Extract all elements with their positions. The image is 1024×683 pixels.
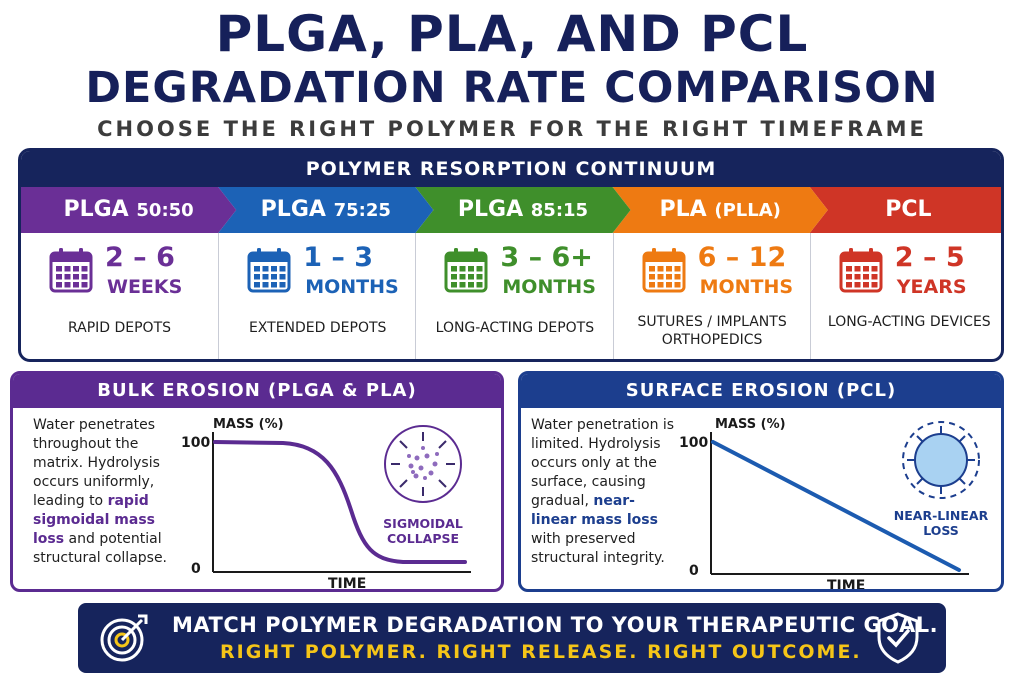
polymer-ratio: 85:15 xyxy=(530,200,589,221)
surface-erosion-panel: SURFACE EROSION (PCL) Water penetration … xyxy=(518,371,1004,592)
application-label: RAPID DEPOTS xyxy=(67,320,172,336)
degradation-range: 1 – 3 xyxy=(303,242,374,273)
calendar-icon xyxy=(444,248,488,293)
bulk-text-highlight: rapid sigmoidal mass loss xyxy=(33,493,156,547)
polymer-columns: 2 – 6 WEEKS RAPID DEPOTS 1 – 3 MONTHS EXTENDE… xyxy=(21,233,1001,359)
application-label: LONG-ACTING DEVICES xyxy=(827,314,991,330)
bulk-mass-loss-chart: MASS (%) 100 0 TIME SIGMOIDAL COLLAPSE xyxy=(181,417,471,590)
degradation-unit: WEEKS xyxy=(107,276,183,298)
bulk-sigmoid-curve xyxy=(213,440,467,564)
bulk-erosion-icon xyxy=(384,425,462,503)
surface-icon-label-1: NEAR-LINEAR xyxy=(894,508,989,523)
polymer-ratio: 50:50 xyxy=(136,200,194,221)
application-label: SUTURES / IMPLANTS ORTHOPEDICS xyxy=(637,314,787,348)
polymer-name: PLA xyxy=(659,197,707,222)
bulk-erosion-title: BULK EROSION (PLGA & PLA) xyxy=(13,374,501,408)
bulk-chart-y-bottom: 0 xyxy=(191,561,201,577)
polymer-column-4: 2 – 5 YEARS LONG-ACTING DEVICES xyxy=(809,233,1001,359)
polymer-chevron-3: PLA (PLLA) xyxy=(613,187,828,233)
application-label: EXTENDED DEPOTS xyxy=(248,320,387,336)
polymer-chevron-2: PLGA 85:15 xyxy=(415,187,630,233)
degradation-unit: MONTHS xyxy=(699,276,794,298)
shield-check-icon xyxy=(877,612,919,664)
surface-linear-line xyxy=(711,440,961,572)
degradation-range: 2 – 5 xyxy=(894,242,965,273)
degradation-unit: MONTHS xyxy=(305,276,399,298)
resorption-continuum-panel: POLYMER RESORPTION CONTINUUM PLGA 50:50 P… xyxy=(18,148,1004,362)
calendar-icon xyxy=(642,248,686,293)
calendar-icon xyxy=(839,248,883,293)
application-label: LONG-ACTING DEPOTS xyxy=(435,320,595,336)
polymer-name: PLGA xyxy=(457,197,524,222)
surface-text-highlight: near-linear mass loss xyxy=(531,493,658,528)
polymer-column-1: 1 – 3 MONTHS EXTENDED DEPOTS xyxy=(218,233,415,359)
bulk-icon-label-1: SIGMOIDAL xyxy=(383,516,463,531)
bulk-text-after: and potential structural collapse. xyxy=(33,531,168,566)
banner-tagline: RIGHT POLYMER. RIGHT RELEASE. RIGHT OUTC… xyxy=(220,641,862,663)
polymer-column-2: 3 – 6+ MONTHS LONG-ACTING DEPOTS xyxy=(415,233,612,359)
polymer-name: PLGA xyxy=(63,197,129,222)
degradation-range: 3 – 6+ xyxy=(500,242,593,273)
bulk-chart-xlabel: TIME xyxy=(328,576,366,590)
polymer-chevron-1: PLGA 75:25 xyxy=(218,187,433,233)
polymer-column-0: 2 – 6 WEEKS RAPID DEPOTS xyxy=(21,233,218,359)
degradation-unit: MONTHS xyxy=(502,276,596,298)
polymer-column-3: 6 – 12 MONTHS SUTURES / IMPLANTS ORTHOPEDI… xyxy=(612,233,810,359)
bulk-chart-y-top: 100 xyxy=(181,435,210,451)
page-title: PLGA, PLA, AND PCL xyxy=(215,5,809,63)
bulk-erosion-panel: BULK EROSION (PLGA & PLA) Water penetrat… xyxy=(10,371,504,592)
page-subtitle: CHOOSE THE RIGHT POLYMER FOR THE RIGHT T… xyxy=(97,117,927,141)
surface-chart-xlabel: TIME xyxy=(827,578,865,590)
target-icon xyxy=(100,614,148,662)
banner-headline: MATCH POLYMER DEGRADATION TO YOUR THERAP… xyxy=(172,613,939,637)
bulk-icon-label-2: COLLAPSE xyxy=(387,531,459,546)
calendar-icon xyxy=(247,248,291,293)
polymer-name: PLGA xyxy=(260,197,326,222)
surface-chart-y-top: 100 xyxy=(679,435,708,451)
goal-banner: MATCH POLYMER DEGRADATION TO YOUR THERAP… xyxy=(78,603,946,673)
continuum-title: POLYMER RESORPTION CONTINUUM xyxy=(21,151,1001,187)
surface-erosion-icon xyxy=(902,421,980,499)
surface-icon-label-2: LOSS xyxy=(923,523,959,538)
polymer-ratio: 75:25 xyxy=(333,200,391,221)
polymer-chevron-4: PCL xyxy=(809,187,1001,233)
bulk-text-before: Water penetrates throughout the matrix. … xyxy=(33,417,160,509)
degradation-unit: YEARS xyxy=(896,276,967,298)
polymer-chevron-0: PLGA 50:50 xyxy=(21,187,236,233)
surface-erosion-title: SURFACE EROSION (PCL) xyxy=(521,374,1001,408)
calendar-icon xyxy=(49,248,93,293)
surface-chart-y-bottom: 0 xyxy=(689,563,699,579)
surface-erosion-description: Water penetration is limited. Hydrolysis… xyxy=(531,416,675,568)
polymer-chevron-row: PLGA 50:50 PLGA 75:25 PLGA 85:15 PLA (PLLA)… xyxy=(21,187,1001,233)
degradation-range: 6 – 12 xyxy=(697,242,787,273)
surface-chart-ylabel: MASS (%) xyxy=(715,417,786,432)
bulk-chart-ylabel: MASS (%) xyxy=(213,417,284,432)
page-title-line2: DEGRADATION RATE COMPARISON xyxy=(85,63,939,113)
surface-text-before: Water penetration is limited. Hydrolysis… xyxy=(531,417,675,509)
polymer-name: PCL xyxy=(885,197,932,222)
surface-mass-loss-chart: MASS (%) 100 0 TIME NEAR-LINEAR LOSS xyxy=(679,417,989,590)
degradation-range: 2 – 6 xyxy=(105,242,175,273)
bulk-erosion-description: Water penetrates throughout the matrix. … xyxy=(33,416,169,568)
polymer-ratio: (PLLA) xyxy=(714,200,781,221)
surface-text-after: with preserved structural integrity. xyxy=(531,531,665,566)
